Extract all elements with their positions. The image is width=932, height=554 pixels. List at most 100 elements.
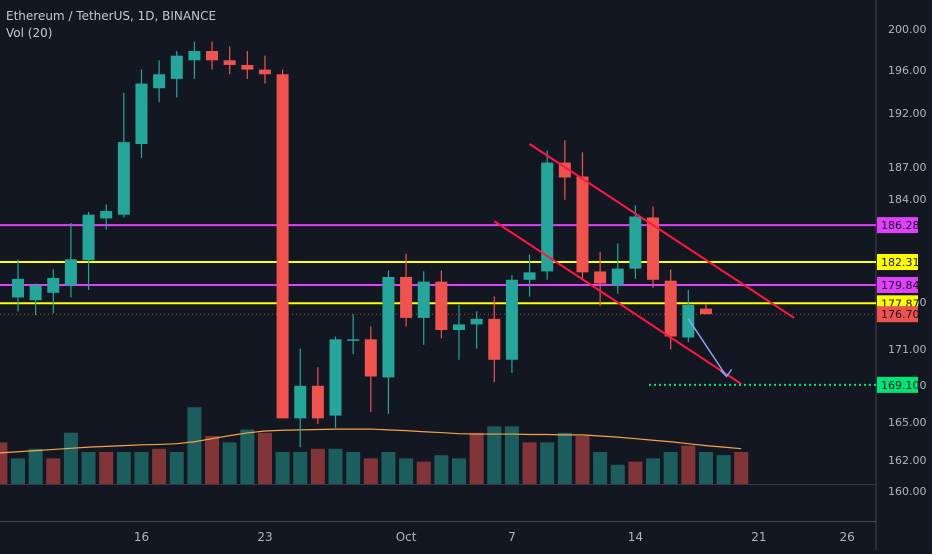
price-axis-label: 162.00 [888,454,927,467]
candle [276,69,289,419]
time-axis-label: Oct [396,530,417,544]
volume-bar [698,452,713,484]
candle [329,336,342,428]
time-axis-label: 26 [839,530,854,544]
volume-bar [187,407,202,484]
volume-bar [134,452,149,484]
candle [647,206,660,289]
candle-body [382,276,395,378]
candle [400,253,413,327]
price-axis-label: 187.00 [888,161,927,174]
volume-bar [504,426,519,484]
candle-body [400,276,413,318]
candle-body [364,339,377,377]
candle [258,55,271,84]
price-badge [877,254,918,271]
candle-body [664,280,677,337]
candle [82,211,95,291]
channel-line-lower [493,220,742,385]
volume-bar [169,452,184,484]
candle-body [488,318,501,360]
candle [223,46,236,75]
candle-body [505,279,518,360]
volume-bar [240,429,255,484]
candle [505,275,518,373]
candle-body [188,51,201,61]
candle [541,150,554,280]
candle [294,348,307,448]
price-axis-label: 196.00 [888,64,927,77]
price-axis-label: 192.00 [888,107,927,120]
volume-bar [628,461,643,484]
volume-bar [716,455,731,484]
candle-body [453,324,465,330]
candle [453,304,465,360]
time-axis-label: 21 [751,530,766,544]
price-axis-label: 160.00 [888,485,927,498]
price-badge [877,276,918,293]
candle [170,51,183,98]
candle-body [594,271,607,284]
price-badge [877,306,918,323]
candle [594,251,607,306]
volume-bar [81,452,96,484]
time-axis-label: 14 [628,530,643,544]
symbol-title: Ethereum / TetherUS, 1D, BINANCE [6,9,217,23]
volume-bar [63,432,78,484]
candle [117,92,130,218]
price-badge-label: 169.10 [881,379,920,392]
candle-body [699,308,712,315]
projection-arrow-head [720,369,733,378]
volume-bar [46,458,61,484]
volume-bar [152,448,167,484]
candle-body [682,304,695,338]
candle [188,41,201,79]
candle-body [541,162,554,272]
volume-bar [469,432,484,484]
channel-line-upper [529,143,795,319]
candle-body [294,385,307,419]
candle [435,270,448,339]
candle [611,243,624,294]
candle-body [29,285,42,301]
candle [100,204,113,230]
price-axis-label: 184.00 [888,193,927,206]
time-axis-label: 16 [134,530,149,544]
volume-ma-line [0,428,742,454]
volume-bar [663,452,678,484]
candle [347,314,360,355]
volume-bar [487,426,502,484]
volume-bar [610,464,625,484]
candle-body [611,268,624,286]
volume-bar [116,452,131,484]
candle [241,51,254,79]
candle [311,367,324,424]
candle [382,270,395,414]
candle [47,269,60,314]
volume-indicator-label: Vol (20) [6,26,53,40]
candle-body [117,142,130,215]
price-badge-label: 182.31 [881,256,920,269]
candle-body [523,272,536,280]
candle [699,303,712,315]
candle [364,326,377,412]
price-badge [877,217,918,234]
price-badge-label: 176.70 [881,308,920,321]
volume-bar [293,452,308,484]
volume-bar [681,445,696,484]
candle-body [417,281,430,318]
volume-bar [363,458,378,484]
candle-body [629,216,642,269]
volume-bar [99,452,114,484]
candle-body [64,259,77,286]
candle [470,311,483,349]
candle-body [170,55,183,79]
candle-body [347,339,360,341]
candle-body [276,74,289,419]
volume-bar [11,458,25,484]
candle-body [82,214,95,261]
candle [664,269,677,350]
volume-bar [734,452,749,484]
candle-body [311,385,324,419]
